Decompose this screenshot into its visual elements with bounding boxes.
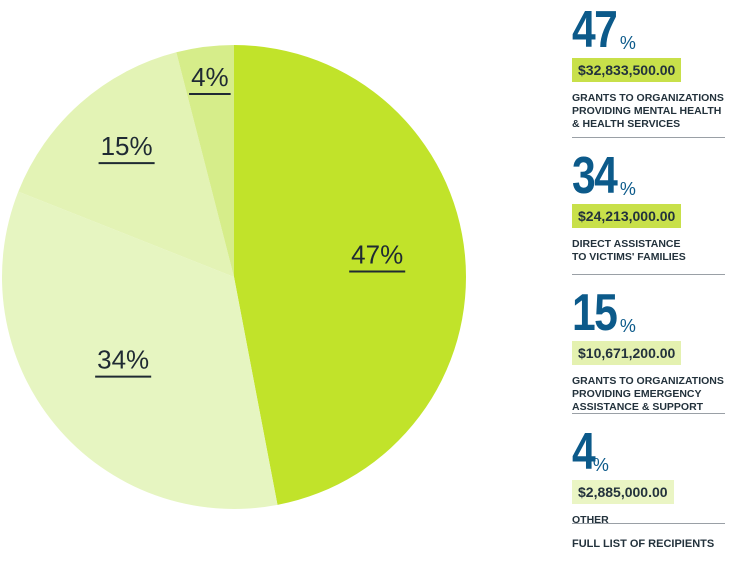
pie-slice (18, 52, 234, 277)
legend-percent: 34 % (572, 138, 725, 202)
slice-label: 47% (351, 239, 403, 269)
pie-slice (1, 191, 278, 510)
legend-description: OTHER (572, 514, 725, 527)
pie-slice (176, 45, 234, 277)
legend-percent-number: 4 (572, 423, 596, 481)
legend-description: DIRECT ASSISTANCE TO VICTIMS' FAMILIES (572, 238, 725, 264)
legend-sidebar: 47 % $32,833,500.00 GRANTS TO ORGANIZATI… (572, 0, 725, 527)
legend-percent-number: 15 (572, 284, 618, 342)
pie-chart: 47% 34% 15% 4% (1, 45, 467, 510)
legend-percent-sign: % (619, 33, 636, 53)
legend-percent: 15 % (572, 275, 725, 339)
legend-description-line: PROVIDING EMERGENCY (572, 388, 702, 400)
legend-item: 15 % $10,671,200.00 GRANTS TO ORGANIZATI… (572, 275, 725, 414)
legend-description-line: ASSISTANCE & SUPPORT (572, 401, 704, 413)
legend-description-line: PROVIDING MENTAL HEALTH (572, 105, 722, 117)
legend-percent-sign: % (619, 179, 636, 199)
slice-label: 34% (97, 345, 149, 375)
legend-percent-sign: % (592, 455, 609, 475)
legend-percent-sign: % (619, 316, 636, 336)
legend-description-line: TO VICTIMS' FAMILIES (572, 251, 686, 263)
legend-amount: $10,671,200.00 (572, 341, 682, 365)
legend-description-line: DIRECT ASSISTANCE (572, 238, 681, 250)
legend-item: 47 % $32,833,500.00 GRANTS TO ORGANIZATI… (572, 0, 725, 138)
legend-description: GRANTS TO ORGANIZATIONS PROVIDING MENTAL… (572, 92, 725, 131)
legend-item: 34 % $24,213,000.00 DIRECT ASSISTANCE TO… (572, 138, 725, 275)
pie-slice (234, 45, 467, 505)
legend-percent: 47 % (572, 0, 725, 56)
legend-percent-number: 34 (572, 147, 618, 205)
legend-amount: $32,833,500.00 (572, 58, 682, 82)
legend-percent-number: 47 (572, 1, 618, 59)
legend-description-line: GRANTS TO ORGANIZATIONS (572, 92, 724, 104)
slice-label: 15% (101, 131, 153, 161)
legend-description-line: & HEALTH SERVICES (572, 118, 681, 130)
legend-description: GRANTS TO ORGANIZATIONS PROVIDING EMERGE… (572, 375, 725, 414)
slice-label: 4% (191, 62, 229, 92)
legend-percent: 4 % (572, 414, 725, 478)
full-list-of-recipients-link[interactable]: FULL LIST OF RECIPIENTS (572, 538, 715, 550)
legend-amount: $2,885,000.00 (572, 480, 674, 504)
legend-description-line: GRANTS TO ORGANIZATIONS (572, 375, 724, 387)
legend-description-line: OTHER (572, 514, 609, 526)
legend-amount: $24,213,000.00 (572, 204, 682, 228)
legend-item: 4 % $2,885,000.00 OTHER (572, 414, 725, 527)
